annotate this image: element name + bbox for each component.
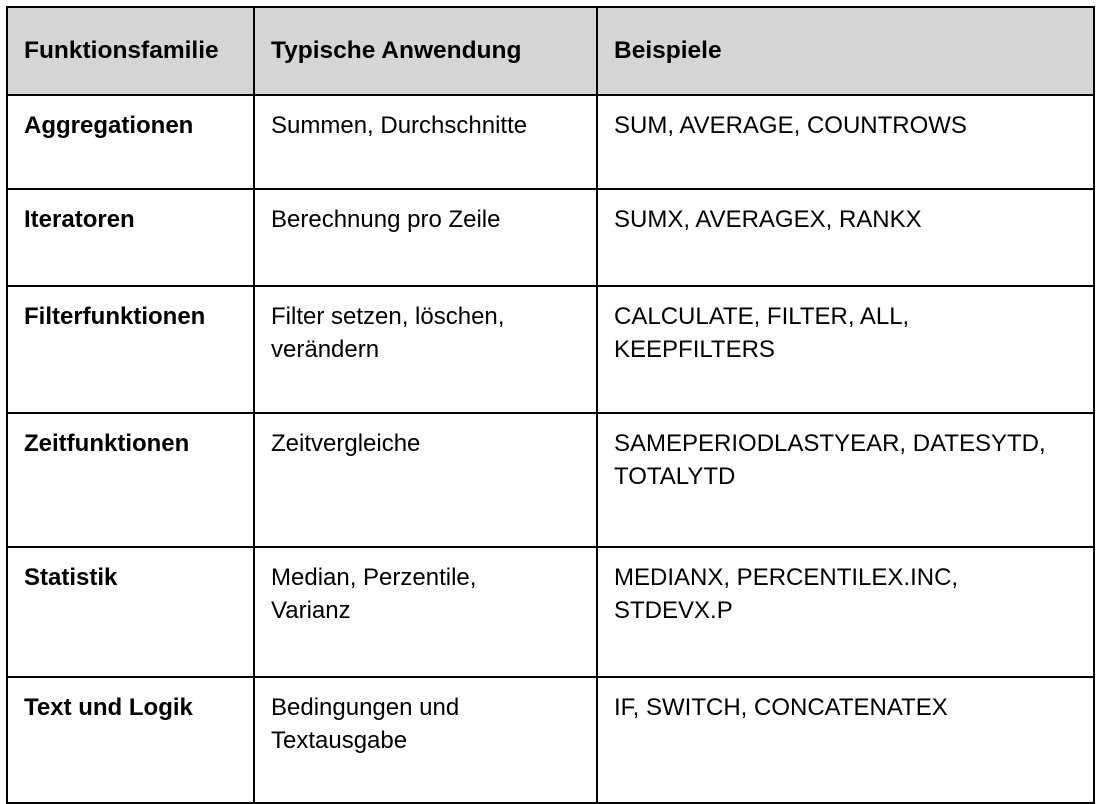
column-header-typische-anwendung: Typische Anwendung [253, 6, 598, 96]
cell-beispiele: SUMX, AVERAGEX, RANKX [596, 188, 1095, 287]
cell-text: Statistik [24, 564, 118, 591]
table-body: Aggregationen Summen, Durchschnitte SUM,… [6, 94, 1095, 804]
cell-text: Filterfunktionen [24, 303, 206, 330]
cell-typische-anwendung: Median, Perzentile, Varianz [253, 546, 598, 678]
cell-beispiele: IF, SWITCH, CONCATENATEX [596, 676, 1095, 804]
cell-text: Median, Perzentile, Varianz [271, 564, 477, 624]
cell-text: Berechnung pro Zeile [271, 206, 501, 233]
cell-funktionsfamilie: Statistik [6, 546, 255, 678]
table-row: Filterfunktionen Filter setzen, löschen,… [6, 285, 1095, 414]
cell-text: Zeitfunktionen [24, 430, 190, 457]
cell-funktionsfamilie: Text und Logik [6, 676, 255, 804]
column-header-beispiele: Beispiele [596, 6, 1095, 96]
cell-text: Aggregationen [24, 112, 194, 139]
cell-funktionsfamilie: Aggregationen [6, 94, 255, 190]
cell-typische-anwendung: Zeitvergleiche [253, 412, 598, 548]
cell-beispiele: SAMEPERIODLASTYEAR, DATESYTD, TOTALYTD [596, 412, 1095, 548]
cell-text: Zeitvergleiche [271, 430, 421, 457]
cell-text: Iteratoren [24, 206, 135, 233]
page-root: Funktionsfamilie Typische Anwendung Beis… [6, 6, 1095, 804]
cell-text: Filter setzen, löschen, verändern [271, 303, 505, 363]
cell-typische-anwendung: Filter setzen, löschen, verändern [253, 285, 598, 414]
cell-funktionsfamilie: Filterfunktionen [6, 285, 255, 414]
cell-text: CALCULATE, FILTER, ALL, KEEPFILTERS [614, 303, 910, 363]
cell-funktionsfamilie: Zeitfunktionen [6, 412, 255, 548]
cell-funktionsfamilie: Iteratoren [6, 188, 255, 287]
cell-text: Text und Logik [24, 694, 193, 721]
table-row: Aggregationen Summen, Durchschnitte SUM,… [6, 94, 1095, 190]
table-header-row: Funktionsfamilie Typische Anwendung Beis… [6, 6, 1095, 96]
cell-typische-anwendung: Berechnung pro Zeile [253, 188, 598, 287]
cell-beispiele: MEDIANX, PERCENTILEX.INC, STDEVX.P [596, 546, 1095, 678]
table-header: Funktionsfamilie Typische Anwendung Beis… [6, 6, 1095, 96]
cell-beispiele: SUM, AVERAGE, COUNTROWS [596, 94, 1095, 190]
cell-typische-anwendung: Bedingungen und Textausgabe [253, 676, 598, 804]
cell-typische-anwendung: Summen, Durchschnitte [253, 94, 598, 190]
column-header-funktionsfamilie: Funktionsfamilie [6, 6, 255, 96]
cell-text: Summen, Durchschnitte [271, 112, 528, 139]
cell-beispiele: CALCULATE, FILTER, ALL, KEEPFILTERS [596, 285, 1095, 414]
cell-text: SUM, AVERAGE, COUNTROWS [614, 112, 967, 139]
cell-text: SUMX, AVERAGEX, RANKX [614, 206, 922, 233]
dax-funktionsfamilien-tabelle: Funktionsfamilie Typische Anwendung Beis… [6, 6, 1095, 804]
cell-text: MEDIANX, PERCENTILEX.INC, STDEVX.P [614, 564, 959, 624]
table-row: Text und Logik Bedingungen und Textausga… [6, 676, 1095, 804]
cell-text: IF, SWITCH, CONCATENATEX [614, 694, 948, 721]
table-row: Zeitfunktionen Zeitvergleiche SAMEPERIOD… [6, 412, 1095, 548]
cell-text: Bedingungen und Textausgabe [271, 694, 460, 754]
table-row: Statistik Median, Perzentile, Varianz ME… [6, 546, 1095, 678]
cell-text: SAMEPERIODLASTYEAR, DATESYTD, TOTALYTD [614, 430, 1046, 490]
table-row: Iteratoren Berechnung pro Zeile SUMX, AV… [6, 188, 1095, 287]
